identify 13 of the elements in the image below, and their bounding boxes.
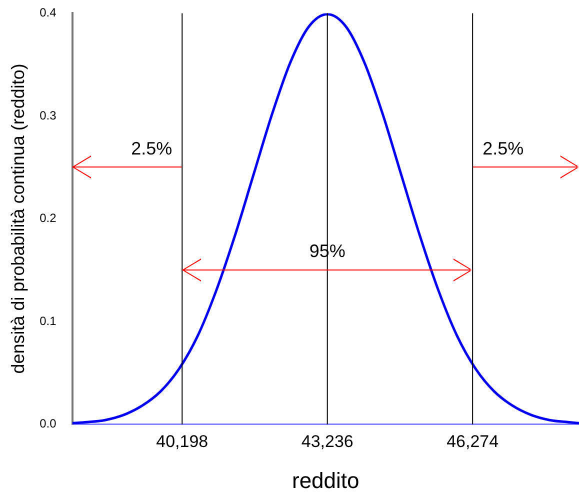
x-tick-label: 43,236 <box>301 432 354 452</box>
x-axis-title: reddito <box>292 468 360 493</box>
y-tick-label: 0.3 <box>40 108 57 122</box>
line-series <box>72 13 579 424</box>
annotation: 2.5% <box>482 138 524 158</box>
y-tick-label: 0.4 <box>40 6 57 20</box>
annotation: 2.5% <box>131 138 172 158</box>
y-axis-title: densità di probabilità continua (reddito) <box>8 64 28 374</box>
x-tick-label: 46,274 <box>446 432 499 452</box>
y-tick-label: 0.2 <box>40 211 57 226</box>
y-tick-label: 0.1 <box>40 314 57 328</box>
y-tick-label: 0.0 <box>40 416 57 431</box>
x-tick-label: 40,198 <box>156 432 208 452</box>
